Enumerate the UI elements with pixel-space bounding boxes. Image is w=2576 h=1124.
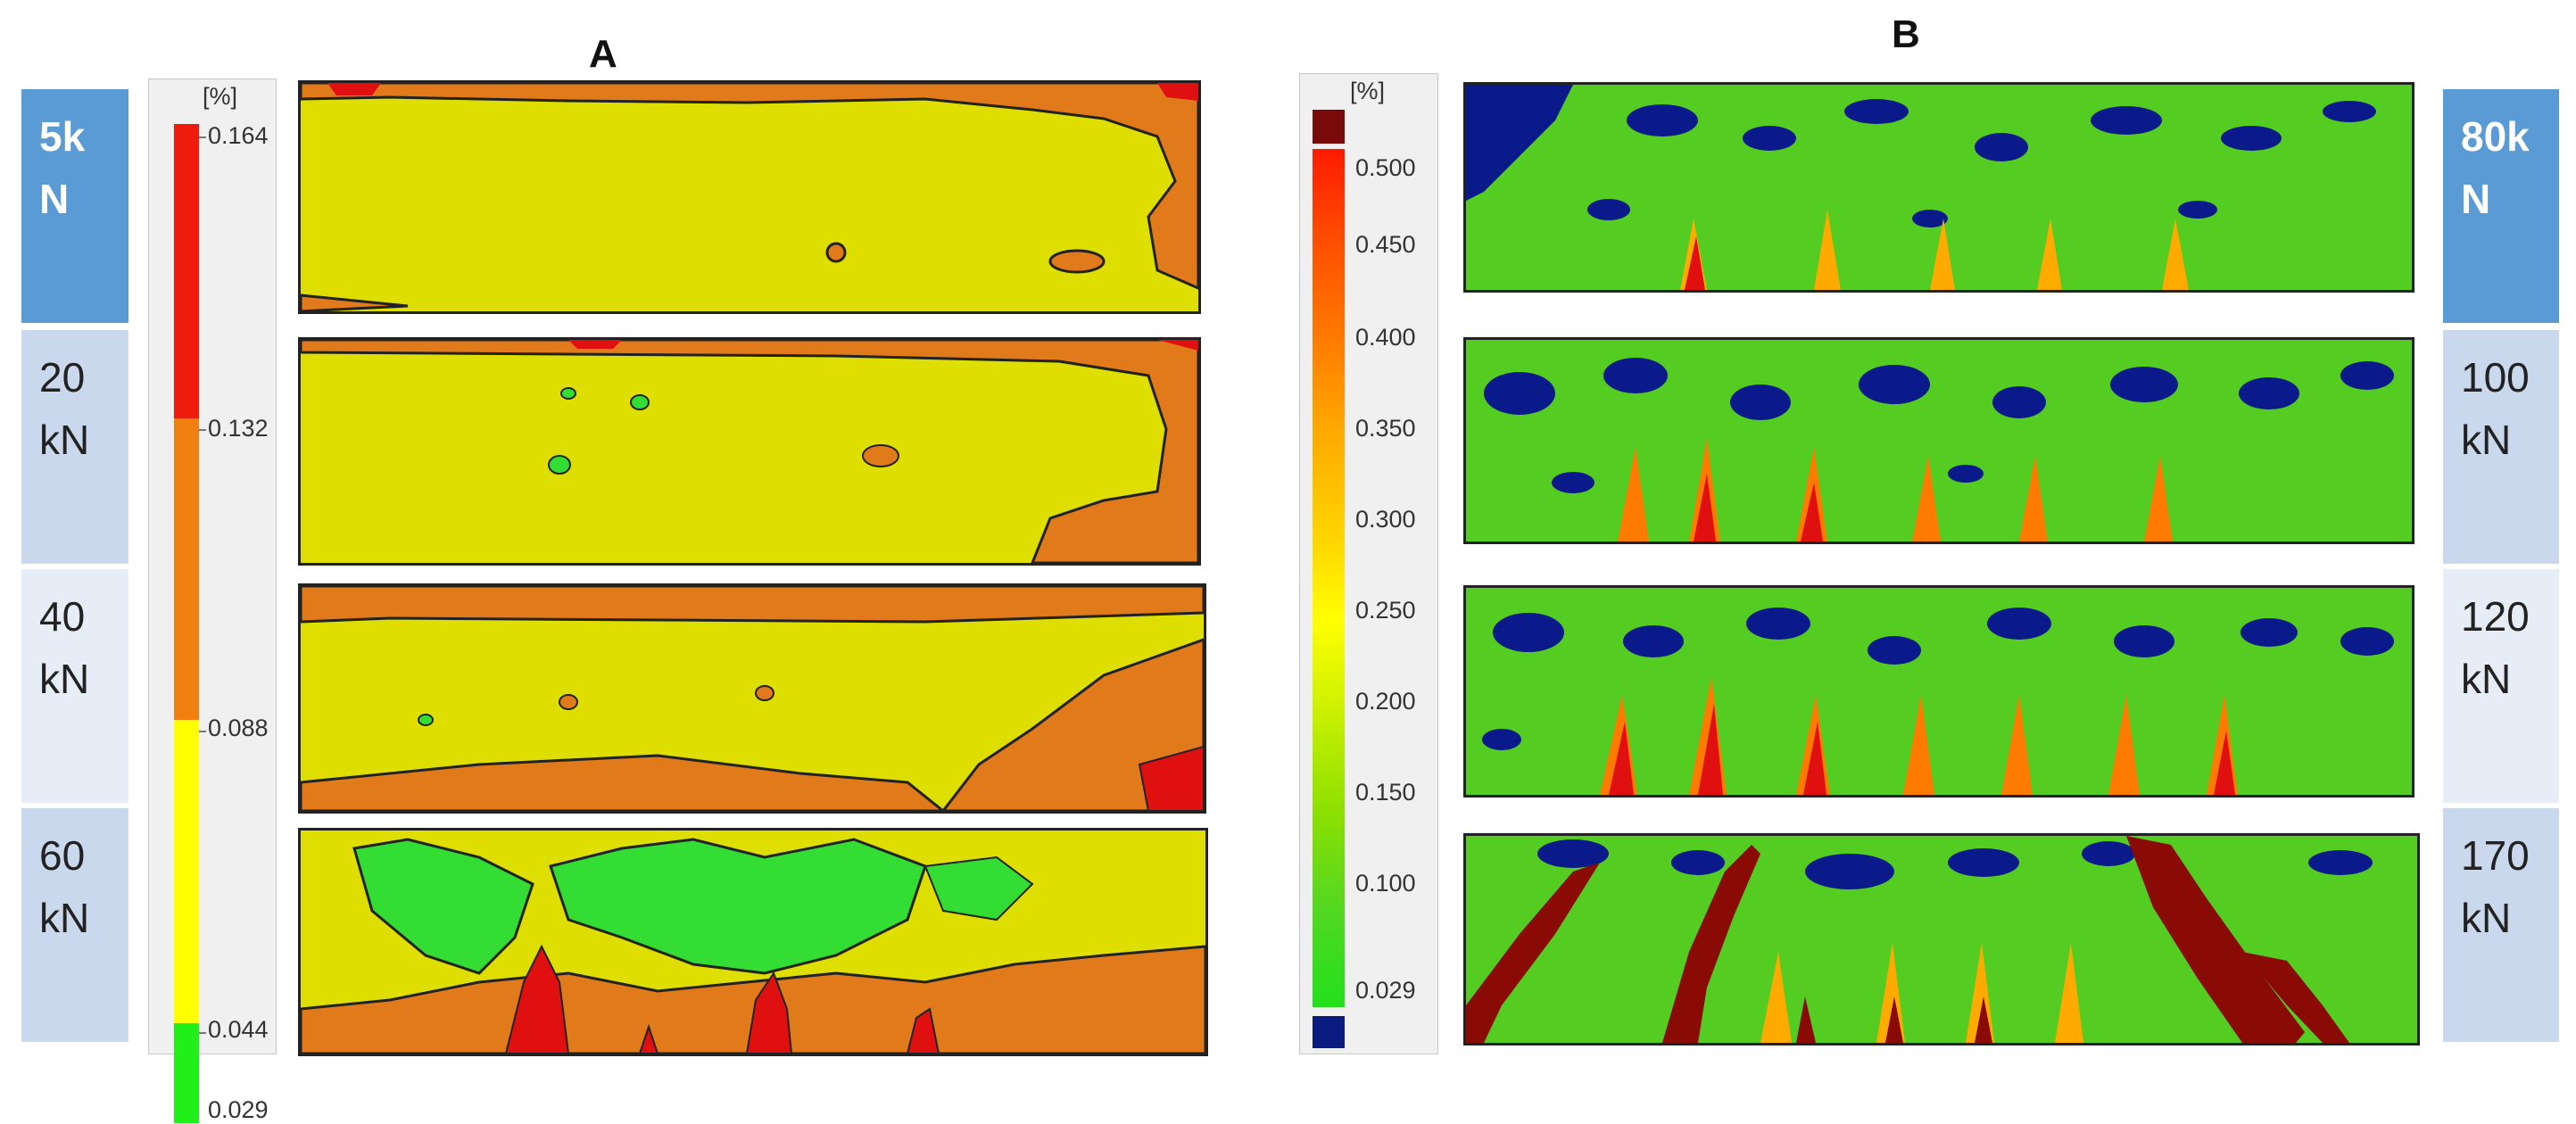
load-unit: N — [39, 176, 70, 222]
load-value: 170 — [2461, 832, 2530, 879]
load-unit: kN — [2461, 656, 2512, 702]
load-label-a-4: 60 kN — [21, 808, 128, 1042]
beam-a-1 — [298, 80, 1201, 314]
legend-b-tick: 0.400 — [1355, 324, 1416, 351]
load-value: 20 — [39, 354, 86, 401]
legend-b-tick: 0.500 — [1355, 154, 1416, 181]
load-label-a-2: 20 kN — [21, 330, 128, 564]
legend-b-tick: 0.029 — [1355, 977, 1416, 1004]
load-unit: kN — [2461, 895, 2512, 941]
legend-b-tick: 0.250 — [1355, 597, 1416, 624]
load-value: 120 — [2461, 593, 2530, 640]
load-label-b-3: 120 kN — [2443, 569, 2559, 803]
beam-b-1 — [1463, 82, 2414, 293]
load-label-a-3: 40 kN — [21, 569, 128, 803]
legend-b-over-swatch — [1313, 110, 1345, 144]
beam-a-2 — [298, 337, 1201, 566]
load-value: 5k — [39, 113, 86, 160]
legend-a-band-orange — [174, 418, 199, 720]
legend-a-tick: 0.132 — [208, 415, 269, 442]
beam-b-3 — [1463, 585, 2414, 798]
legend-a-tick: 0.088 — [208, 715, 269, 741]
panel-a-title: A — [589, 32, 617, 76]
legend-a-tick: 0.029 — [208, 1096, 269, 1123]
legend-a: [%] 0.164 0.132 0.088 0.044 0.029 — [148, 79, 277, 1123]
load-unit: kN — [2461, 417, 2512, 463]
legend-b-gradient — [1313, 149, 1345, 1007]
legend-a-tickmark — [199, 429, 206, 431]
legend-b-tick: 0.300 — [1355, 506, 1416, 533]
legend-a-unit: [%] — [203, 83, 238, 110]
load-unit: kN — [39, 656, 90, 702]
legend-a-tickmark — [199, 1032, 206, 1034]
legend-b-under-swatch — [1313, 1016, 1345, 1048]
load-value: 100 — [2461, 354, 2530, 401]
load-value: 40 — [39, 593, 86, 640]
legend-a-tick: 0.044 — [208, 1016, 269, 1043]
legend-b-tick: 0.350 — [1355, 415, 1416, 442]
legend-b-tick: 0.150 — [1355, 779, 1416, 806]
legend-a-tickmark — [199, 136, 206, 138]
legend-b: [%] 0.500 0.450 0.400 0.350 0.300 0.250 … — [1299, 73, 1438, 1054]
beam-b-4 — [1463, 833, 2420, 1045]
beam-a-4 — [298, 828, 1208, 1056]
load-label-b-2: 100 kN — [2443, 330, 2559, 564]
legend-a-band-green — [174, 1023, 199, 1123]
legend-a-band-red — [174, 124, 199, 418]
beam-a-3 — [298, 583, 1206, 814]
legend-a-tickmark — [199, 731, 206, 732]
legend-b-unit: [%] — [1350, 78, 1386, 104]
legend-a-band-yellow — [174, 720, 199, 1023]
legend-b-tick: 0.100 — [1355, 870, 1416, 897]
load-label-b-4: 170 kN — [2443, 808, 2559, 1042]
panel-b-title: B — [1892, 12, 1920, 56]
load-unit: kN — [39, 417, 90, 463]
legend-b-tick: 0.200 — [1355, 688, 1416, 715]
beam-b-2 — [1463, 337, 2414, 544]
legend-b-tick: 0.450 — [1355, 231, 1416, 258]
load-label-a-1: 5k N — [21, 89, 128, 323]
load-label-b-1: 80k N — [2443, 89, 2559, 323]
load-value: 80k — [2461, 113, 2530, 160]
load-unit: N — [2461, 176, 2491, 222]
load-value: 60 — [39, 832, 86, 879]
legend-a-tick: 0.164 — [208, 122, 269, 149]
load-unit: kN — [39, 895, 90, 941]
